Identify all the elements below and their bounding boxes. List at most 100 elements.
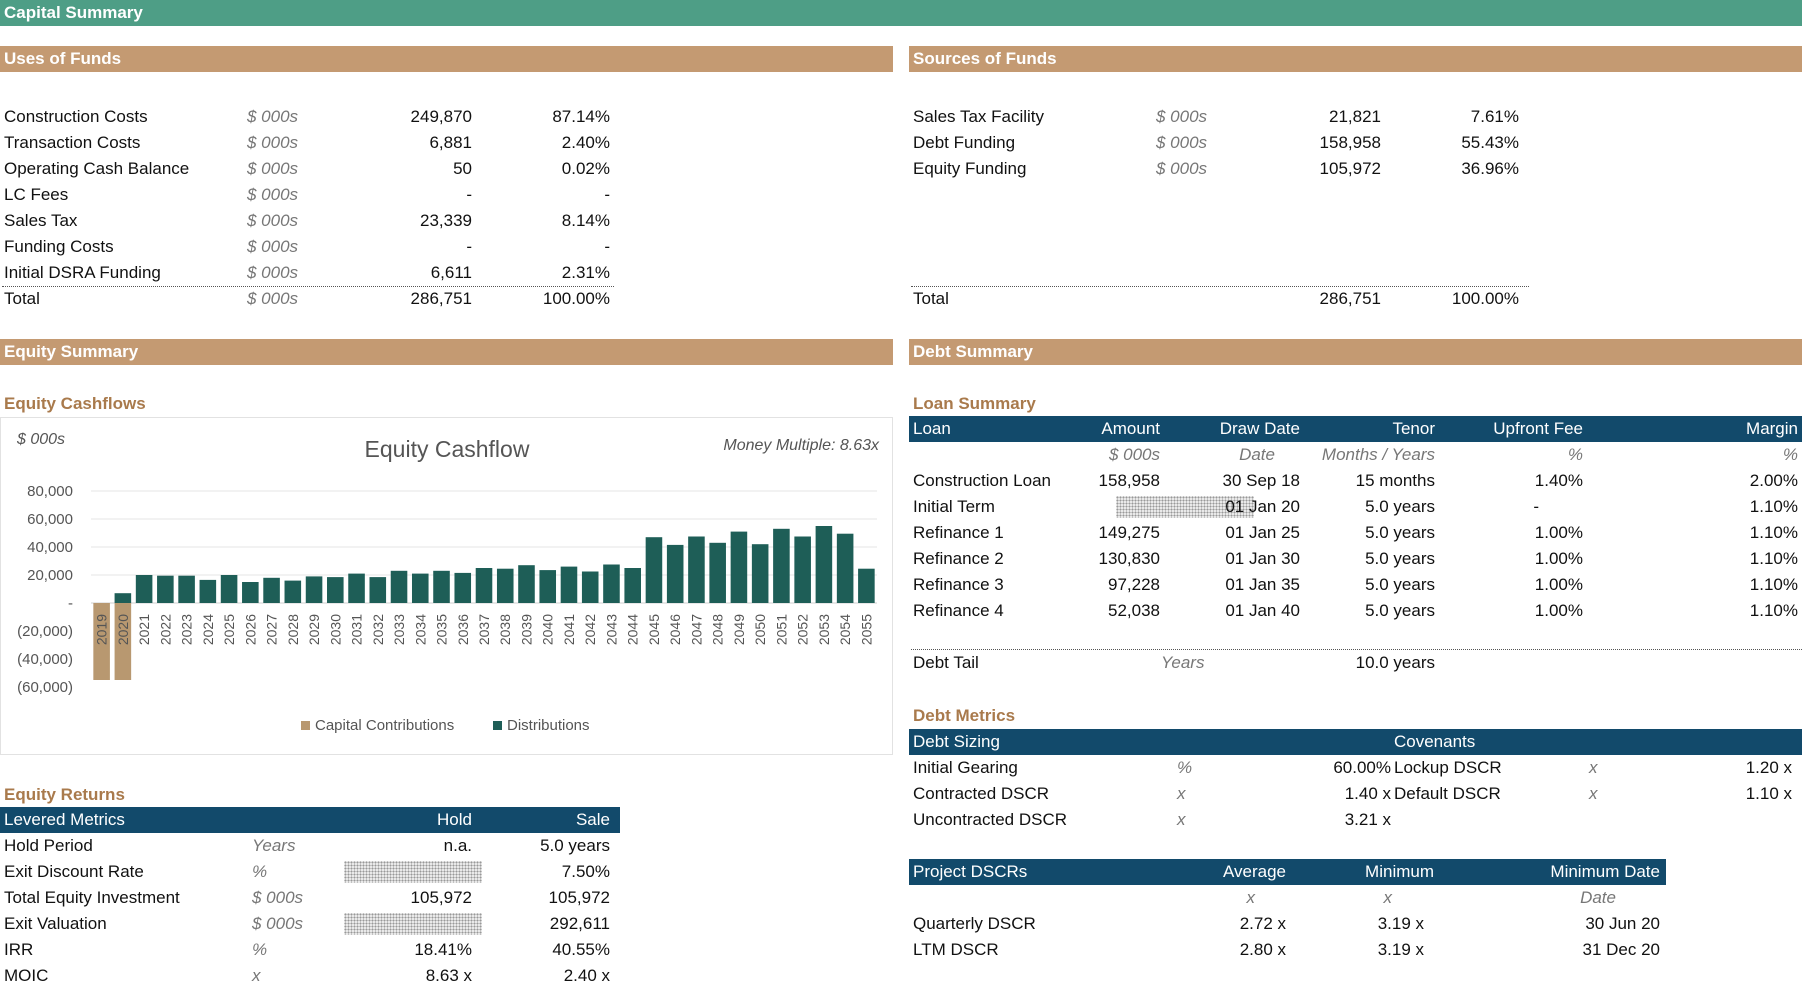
distribution-bar: [560, 566, 578, 603]
loan-row[interactable]: Refinance 1 149,275 01 Jan 25 5.0 years 1.00…: [909, 520, 1802, 546]
chart-x-tick-label: 2039: [518, 614, 534, 645]
uses-pct: 2.40%: [561, 133, 610, 152]
loan-name: Construction Loan: [913, 471, 1051, 490]
loan-name: Refinance 3: [913, 575, 1004, 594]
returns-row[interactable]: Exit Discount Rate% 7.50%: [0, 859, 620, 885]
chart-x-tick-label: 2037: [476, 614, 492, 645]
returns-sale: 105,972: [548, 888, 610, 907]
loan-amount: 97,228: [1108, 575, 1160, 594]
returns-row[interactable]: Total Equity Investment $ 000s 105,972 105,…: [0, 885, 620, 911]
distribution-bar: [348, 573, 365, 603]
chart-x-tick-label: 2049: [731, 614, 747, 645]
dscr-header-avg: Average: [1222, 862, 1286, 881]
dscr-row[interactable]: Quarterly DSCR 2.72 x 3.19 x 30 Jun 20: [909, 911, 1666, 937]
debt-tail-row[interactable]: Debt Tail Years 10.0 years: [909, 650, 1802, 676]
sources-row[interactable]: Equity Funding $ 000s 105,972 36.96%: [909, 156, 1529, 182]
loan-tenor: 5.0 years: [1365, 549, 1435, 568]
uses-row[interactable]: Sales Tax $ 000s 23,339 8.14%: [0, 208, 620, 234]
returns-row[interactable]: IRR% 18.41% 40.55%: [0, 937, 620, 963]
uses-row[interactable]: Funding Costs $ 000s - -: [0, 234, 620, 260]
loan-units-row[interactable]: $ 000s Date Months / Years%%: [909, 442, 1802, 468]
loan-fee: 1.00%: [1534, 575, 1583, 594]
loan-header-margin: Margin: [1746, 419, 1798, 438]
debt-metric-row[interactable]: Contracted DSCR x 1.40 x Default DSCR x 1.10 …: [909, 781, 1802, 807]
dscr-header-row[interactable]: Project DSCRs Average Minimum Minimum Date: [909, 859, 1666, 885]
returns-sale: 40.55%: [552, 940, 610, 959]
project-dscrs-table: Project DSCRs Average Minimum Minimum Date x…: [909, 859, 1666, 969]
debt-metric-row[interactable]: Uncontracted DSCR x 3.21 x: [909, 807, 1802, 833]
loan-row[interactable]: Refinance 2 130,830 01 Jan 30 5.0 years 1.00…: [909, 546, 1802, 572]
returns-header-row[interactable]: Levered Metrics Hold Sale: [0, 807, 620, 833]
sources-value: 105,972: [1319, 159, 1381, 178]
loan-row[interactable]: Refinance 3 97,228 01 Jan 35 5.0 years 1.00%…: [909, 572, 1802, 598]
loan-row[interactable]: Construction Loan 158,958 30 Sep 18 15 mont…: [909, 468, 1802, 494]
loan-amount: 52,038: [1108, 601, 1160, 620]
returns-unit: %: [252, 862, 268, 881]
distribution-bar: [369, 577, 387, 603]
uses-row[interactable]: Construction Costs $ 000s 249,870 87.14%: [0, 104, 620, 130]
debt-metrics-header-row[interactable]: Debt Sizing Covenants: [909, 729, 1802, 755]
sizing-value: 3.21 x: [1344, 810, 1391, 829]
dscr-label: LTM DSCR: [913, 940, 999, 959]
distribution-bar: [114, 593, 132, 603]
sources-unit: $ 000s: [1156, 133, 1208, 152]
sources-total-label: Total: [913, 289, 949, 308]
covenant-unit: x: [1589, 758, 1598, 777]
equity-header-text: Equity Summary: [4, 342, 139, 361]
chart-x-tick-label: 2031: [349, 614, 365, 645]
uses-pct: 87.14%: [552, 107, 610, 126]
sources-row[interactable]: Debt Funding $ 000s 158,958 55.43%: [909, 130, 1529, 156]
uses-header-text: Uses of Funds: [4, 49, 122, 68]
returns-hold: n.a.: [443, 836, 472, 855]
uses-row[interactable]: LC Fees $ 000s - -: [0, 182, 620, 208]
chart-legend-swatch: [493, 721, 502, 730]
returns-sale: 2.40 x: [563, 966, 610, 985]
dscr-units-row[interactable]: x x Date: [909, 885, 1666, 911]
distribution-bar: [157, 575, 174, 603]
distribution-bar: [454, 572, 472, 603]
chart-x-tick-label: 2041: [561, 614, 577, 645]
distribution-bar: [645, 537, 663, 603]
loan-tenor: 5.0 years: [1365, 523, 1435, 542]
uses-label: Operating Cash Balance: [4, 159, 190, 178]
loan-unit-draw: Date: [1239, 445, 1275, 464]
uses-total-row[interactable]: Total $ 000s 286,751 100.00%: [0, 286, 620, 312]
distribution-bar: [603, 564, 620, 603]
equity-cashflow-chart[interactable]: $ 000s Equity Cashflow Money Multiple: 8.6…: [0, 417, 893, 755]
returns-unit: Years: [252, 836, 296, 855]
returns-row[interactable]: MOIC x 8.63 x 2.40 x: [0, 963, 620, 989]
chart-x-tick-label: 2029: [306, 614, 322, 645]
sources-total-row[interactable]: Total 286,751 100.00%: [909, 286, 1529, 312]
uses-row[interactable]: Initial DSRA Funding $ 000s 6,611 2.31%: [0, 260, 620, 286]
loan-draw: 01 Jan 20: [1225, 497, 1300, 516]
debt-header-text: Debt Summary: [913, 342, 1033, 361]
chart-x-tick-label: 2028: [285, 614, 301, 645]
returns-row[interactable]: Exit Valuation $ 000s 292,611: [0, 911, 620, 937]
distribution-bar: [836, 533, 854, 603]
returns-row[interactable]: Hold Period Years n.a. 5.0 years: [0, 833, 620, 859]
returns-unit: x: [252, 966, 261, 985]
sources-of-funds-table: Sales Tax Facility $ 000s 21,821 7.61% Debt …: [909, 104, 1529, 314]
distribution-bar: [178, 575, 195, 603]
loan-margin: 1.10%: [1749, 497, 1798, 516]
loan-row[interactable]: Refinance 4 52,038 01 Jan 40 5.0 years 1.00%…: [909, 598, 1802, 624]
chart-y-tick-label: -: [68, 595, 73, 612]
dscr-unit-min: x: [1383, 888, 1393, 907]
chart-x-tick-label: 2022: [157, 614, 173, 645]
chart-x-tick-label: 2051: [773, 614, 789, 645]
sources-row[interactable]: Sales Tax Facility $ 000s 21,821 7.61%: [909, 104, 1529, 130]
dscr-row[interactable]: LTM DSCR 2.80 x 3.19 x 31 Dec 20: [909, 937, 1666, 963]
chart-x-tick-label: 2019: [94, 614, 110, 645]
sources-label: Sales Tax Facility: [913, 107, 1045, 126]
chart-y-tick-label: 40,000: [27, 539, 73, 556]
uses-label: Sales Tax: [4, 211, 78, 230]
uses-row[interactable]: Operating Cash Balance $ 000s 50 0.02%: [0, 156, 620, 182]
loan-name: Initial Term: [913, 497, 995, 516]
debt-metric-row[interactable]: Initial Gearing% 60.00% Lockup DSCR x 1.20 x: [909, 755, 1802, 781]
distribution-bar: [539, 570, 557, 603]
loan-row[interactable]: Initial Term 01 Jan 20 5.0 years - 1.10%: [909, 494, 1802, 520]
distribution-bar: [135, 575, 153, 603]
loan-header-row[interactable]: Loan Amount Draw Date Tenor Upfront Fee Margi…: [909, 416, 1802, 442]
uses-row[interactable]: Transaction Costs $ 000s 6,881 2.40%: [0, 130, 620, 156]
sources-value: 158,958: [1319, 133, 1381, 152]
